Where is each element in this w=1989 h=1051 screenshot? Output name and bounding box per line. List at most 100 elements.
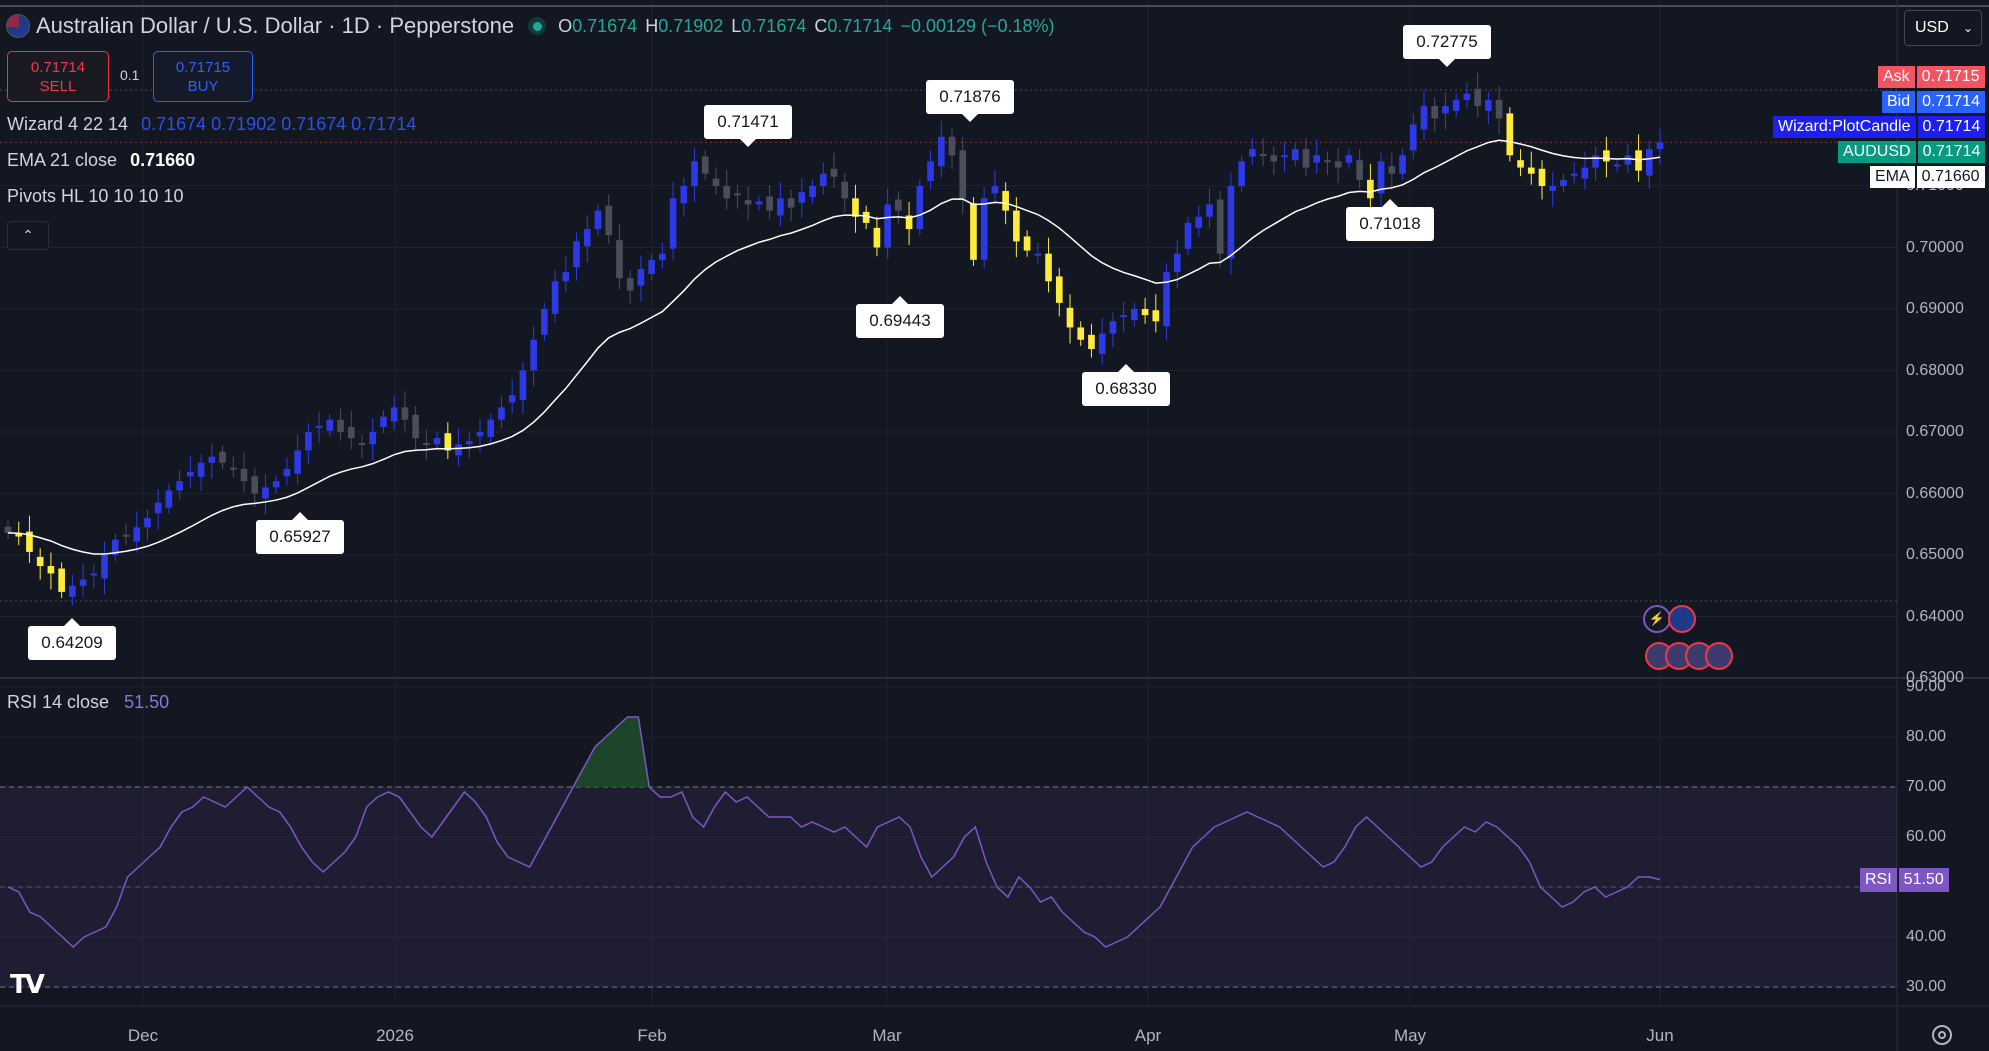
candle-body	[1131, 309, 1138, 321]
candle-body	[884, 204, 891, 248]
collapse-legend-button[interactable]: ⌃	[7, 221, 49, 250]
candle-body	[1270, 155, 1278, 162]
candle-body	[1527, 167, 1535, 174]
candle-body	[1302, 149, 1310, 168]
candle-body	[369, 432, 377, 445]
candle-body	[1206, 204, 1213, 217]
candle-body	[1485, 99, 1492, 111]
rsi-axis-label: 90.00	[1906, 678, 1947, 695]
candle-body	[895, 199, 902, 211]
candle-body	[347, 427, 355, 439]
legend-ema[interactable]: EMA 21 close 0.71660	[7, 150, 196, 170]
candle-body	[305, 432, 312, 451]
candle-body	[133, 527, 141, 542]
time-axis-label: Feb	[637, 1026, 667, 1045]
candle-body	[1345, 155, 1353, 163]
candle-body	[1624, 155, 1632, 165]
candle-body	[1538, 168, 1546, 186]
candle-body	[111, 539, 119, 555]
lightning-event-icon[interactable]: ⚡	[1643, 605, 1671, 633]
candle-body	[766, 196, 773, 211]
rsi-axis-label: 60.00	[1906, 828, 1947, 845]
candle-body	[240, 468, 248, 482]
legend-rsi[interactable]: RSI 14 close 51.50	[7, 692, 170, 712]
candle-body	[777, 198, 784, 216]
candle-body	[1291, 149, 1299, 161]
candle-body	[1388, 166, 1396, 174]
candle-body	[755, 201, 763, 205]
candle-body	[283, 468, 291, 477]
candle-body	[787, 198, 795, 208]
candle-body	[1656, 142, 1664, 150]
candle-body	[380, 416, 387, 428]
candle-body	[1013, 210, 1020, 242]
candle-body	[701, 156, 709, 174]
wizard-values: 0.71674 0.71902 0.71674 0.71714	[141, 114, 417, 134]
pivot-label: 0.72775	[1403, 24, 1491, 67]
candle-body	[487, 419, 495, 437]
candle-body	[1581, 167, 1589, 179]
rsi-axis-label: 40.00	[1906, 928, 1947, 945]
candle-body	[412, 414, 419, 439]
pivot-label: 0.68330	[1082, 364, 1170, 407]
candle-body	[541, 309, 548, 335]
us-event-icon[interactable]	[1705, 642, 1733, 670]
candle-body	[1506, 113, 1514, 156]
candle-body	[69, 585, 76, 597]
candle-body	[4, 526, 12, 533]
time-axis-label: 2026	[376, 1026, 414, 1045]
candle-body	[1324, 160, 1331, 163]
symbol-title[interactable]: Australian Dollar / U.S. Dollar · 1D · P…	[36, 13, 515, 38]
time-axis-label: Dec	[127, 1026, 159, 1045]
ema-value: 0.71660	[130, 150, 196, 170]
rsi-value: 51.50	[124, 692, 170, 712]
candle-body	[144, 518, 151, 528]
legend-wizard[interactable]: Wizard 4 22 14 0.71674 0.71902 0.71674 0…	[7, 114, 417, 134]
buy-button[interactable]: 0.71715 BUY	[153, 51, 253, 102]
legend-pivots[interactable]: Pivots HL 10 10 10 10	[7, 186, 184, 206]
order-quantity[interactable]: 0.1	[120, 67, 140, 83]
candle-body	[873, 227, 881, 248]
candle-body	[916, 186, 924, 230]
candle-body	[1216, 199, 1224, 254]
candle-body	[1055, 276, 1063, 303]
chevron-down-icon: ⌄	[1962, 21, 1973, 35]
candle-body	[937, 136, 945, 167]
candle-body	[1163, 272, 1170, 327]
candle-body	[905, 215, 913, 230]
candle-body	[358, 443, 366, 446]
candle-body	[1592, 155, 1599, 168]
candle-body	[1002, 190, 1009, 211]
candle-body	[423, 443, 430, 446]
candle-body	[1495, 99, 1503, 119]
time-axis-label: Apr	[1134, 1026, 1162, 1045]
candle-body	[1077, 327, 1085, 340]
candle-body	[669, 198, 677, 249]
sell-button[interactable]: 0.71714 SELL	[7, 51, 109, 102]
candle-body	[798, 192, 806, 203]
candle-body	[122, 534, 130, 537]
candle-body	[1045, 253, 1052, 282]
candle-body	[830, 168, 838, 177]
tradingview-logo-icon[interactable]: TV	[10, 970, 45, 1000]
candle-body	[476, 432, 484, 437]
price-axis-label: 0.65000	[1906, 546, 1964, 563]
candle-body	[390, 407, 398, 422]
candle-body	[465, 441, 473, 445]
candle-body	[1238, 161, 1245, 186]
price-axis-label: 0.68000	[1906, 361, 1964, 379]
price-axis-label: 0.69000	[1906, 300, 1964, 317]
candle-body	[1066, 307, 1074, 328]
currency-select[interactable]: USD ⌄	[1904, 10, 1982, 46]
candle-body	[36, 556, 44, 567]
chevron-up-icon: ⌃	[22, 227, 34, 243]
candle-body	[1109, 321, 1117, 334]
australia-event-icon[interactable]	[1668, 605, 1696, 633]
candle-body	[1195, 216, 1203, 228]
candle-body	[809, 186, 816, 198]
candle-body	[691, 161, 698, 186]
candle-body	[991, 186, 999, 194]
gear-icon[interactable]	[1932, 1025, 1952, 1045]
candle-body	[1098, 333, 1106, 354]
